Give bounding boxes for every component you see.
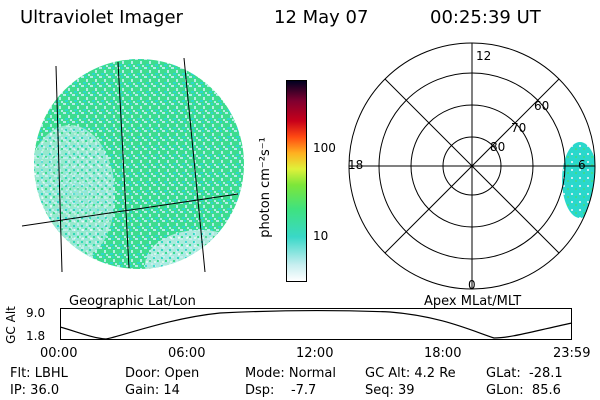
mlt-label-6: 6: [578, 158, 586, 172]
apex-label: Apex MLat/MLT: [424, 294, 522, 309]
mlt-label-12: 12: [476, 49, 491, 63]
time-tick-1800: 18:00: [424, 346, 462, 361]
glon-info: GLon: 85.6: [486, 383, 561, 398]
altitude-tick-1-8: 1.8: [26, 329, 46, 343]
ip-info: IP: 36.0: [10, 383, 60, 398]
mlt-label-18: 18: [348, 158, 363, 172]
instrument-title: Ultraviolet Imager: [20, 7, 183, 28]
image-date: 12 May 07: [274, 7, 369, 28]
altitude-axis-label: GC Alt: [3, 306, 18, 344]
filter-info: Flt: LBHL: [10, 366, 68, 381]
seq-info: Seq: 39: [365, 383, 415, 398]
lat-label-70: 70: [511, 121, 526, 135]
time-tick-1200: 12:00: [296, 346, 334, 361]
time-tick-2359: 23:59: [553, 346, 591, 361]
altitude-plot: [60, 308, 573, 340]
door-info: Door: Open: [125, 366, 200, 381]
geographic-label: Geographic Lat/Lon: [69, 294, 196, 309]
gc-alt-info: GC Alt: 4.2 Re: [365, 366, 456, 381]
lat-label-60: 60: [534, 99, 549, 113]
lat-label-80: 80: [490, 140, 505, 154]
glat-info: GLat: -28.1: [486, 366, 563, 381]
colorbar-tick-10: 10: [313, 229, 329, 243]
mode-info: Mode: Normal: [245, 366, 336, 381]
dsp-info: Dsp: -7.7: [245, 383, 317, 398]
colorbar: [286, 80, 307, 282]
mlt-label-0: 0: [468, 278, 476, 292]
altitude-tick-9: 9.0: [26, 306, 46, 320]
geographic-image: [21, 57, 244, 273]
colorbar-tick-100: 100: [313, 141, 336, 155]
polar-plot: 12 18 6 0 60 70 80: [348, 42, 596, 292]
gain-info: Gain: 14: [125, 383, 180, 398]
colorbar-unit-label: photon cm⁻²s⁻¹: [257, 137, 273, 238]
time-tick-0000: 00:00: [40, 346, 78, 361]
time-tick-0600: 06:00: [168, 346, 206, 361]
image-time: 00:25:39 UT: [430, 7, 541, 28]
